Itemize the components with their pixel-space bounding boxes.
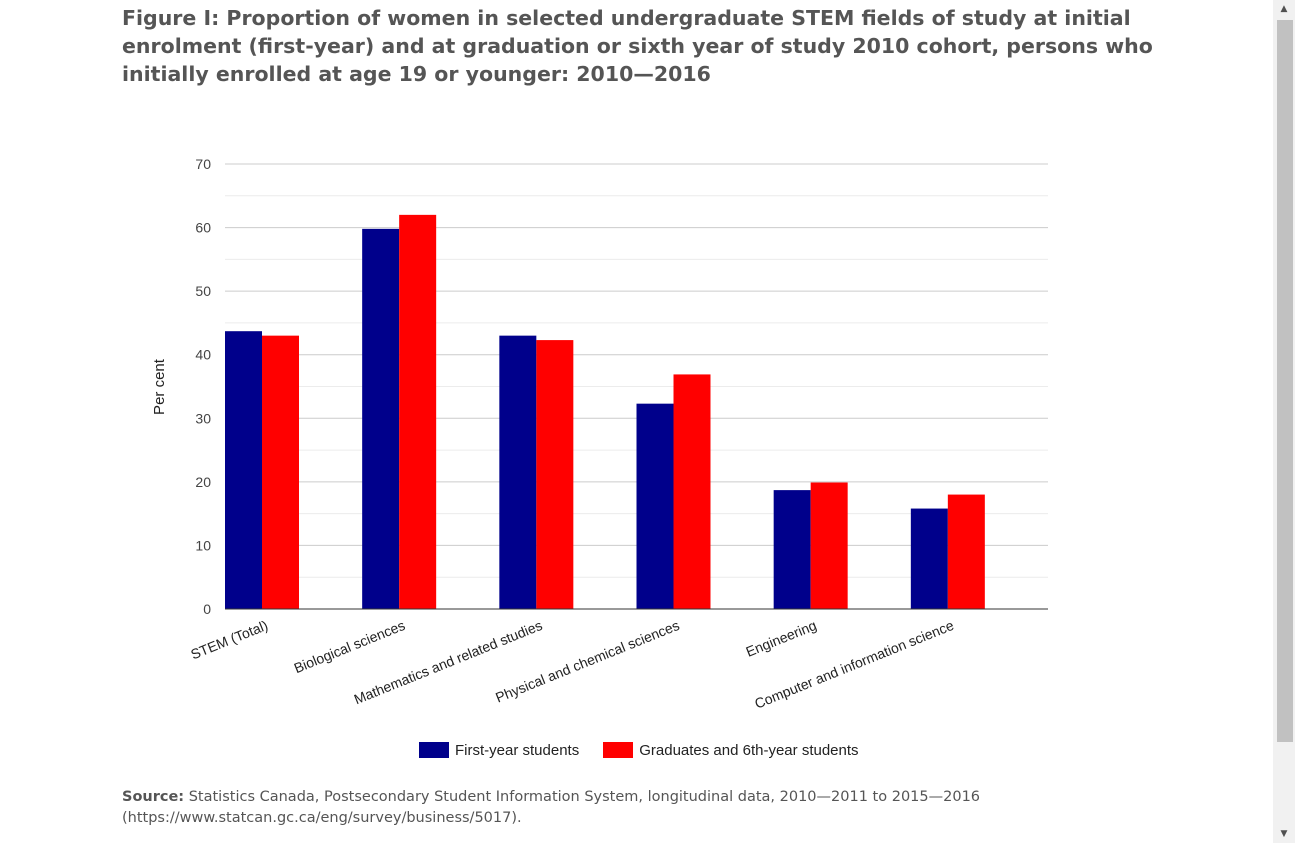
source-label: Source: xyxy=(122,789,185,805)
source-note: Source: Statistics Canada, Postsecondary… xyxy=(122,787,1122,829)
bar-graduates: Physical and chemical sciences — Graduat… xyxy=(673,374,711,609)
y-tick-label: 30 xyxy=(195,410,211,426)
chart-bars: STEM (Total) — First-year students: 43.7… xyxy=(225,214,985,610)
figure-title: Figure I: Proportion of women in selecte… xyxy=(122,4,1162,88)
figure-label: Figure I: xyxy=(122,6,220,30)
y-axis-label: Per cent xyxy=(151,358,168,415)
scroll-up-arrow-icon[interactable]: ▲ xyxy=(1280,4,1288,14)
legend-item-graduates: Graduates and 6th-year students xyxy=(603,741,859,759)
bar-graduates: STEM (Total) — Graduates and 6th-year st… xyxy=(262,335,299,609)
legend-label-first-year: First-year students xyxy=(455,741,580,759)
x-category-label: STEM (Total) xyxy=(188,617,270,662)
y-tick-label: 50 xyxy=(195,283,211,299)
scroll-thumb[interactable] xyxy=(1277,20,1293,742)
scroll-down-arrow-icon[interactable]: ▼ xyxy=(1280,829,1288,839)
source-text: Statistics Canada, Postsecondary Student… xyxy=(122,789,981,826)
chart-axes: 0 10 20 30 40 50 60 70 STEM (Total) Biological sc… xyxy=(188,156,1048,712)
bar-first-year: Mathematics and related studies — First-… xyxy=(499,335,537,609)
y-tick-label: 20 xyxy=(195,474,211,490)
legend-item-first-year: First-year students xyxy=(419,742,579,759)
y-tick-label: 40 xyxy=(195,347,211,363)
x-category-label: Biological sciences xyxy=(292,617,408,676)
bar-graduates: Mathematics and related studies — Gradua… xyxy=(536,340,574,609)
y-tick-label: 0 xyxy=(203,601,211,617)
y-tick-label: 10 xyxy=(195,537,211,553)
bar-first-year: Computer and information science — First… xyxy=(910,508,948,609)
bar-graduates: Computer and information science — Gradu… xyxy=(947,494,985,609)
legend-swatch-graduates xyxy=(603,742,634,758)
y-tick-label: 70 xyxy=(195,156,211,172)
legend-label-graduates: Graduates and 6th-year students xyxy=(639,741,859,759)
bar-graduates: Engineering — Graduates and 6th-year stu… xyxy=(810,482,848,609)
bar-first-year: Biological sciences — First-year student… xyxy=(362,228,400,610)
vertical-scrollbar[interactable]: ▲ ▼ xyxy=(1273,0,1295,843)
x-category-label: Engineering xyxy=(744,617,819,660)
bar-first-year: Engineering — First-year students: 18.7 xyxy=(773,490,811,609)
y-tick-label: 60 xyxy=(195,220,211,236)
chart-legend: First-year students Graduates and 6th-ye… xyxy=(419,739,883,761)
bar-first-year: Physical and chemical sciences — First-y… xyxy=(636,403,674,609)
figure-title-text: Proportion of women in selected undergra… xyxy=(122,6,1153,86)
bar-first-year: STEM (Total) — First-year students: 43.7 xyxy=(225,331,262,609)
bar-chart: STEM (Total) — First-year students: 43.7… xyxy=(151,156,1048,712)
legend-swatch-first-year xyxy=(419,742,449,758)
bar-graduates: Biological sciences — Graduates and 6th-… xyxy=(399,214,437,609)
